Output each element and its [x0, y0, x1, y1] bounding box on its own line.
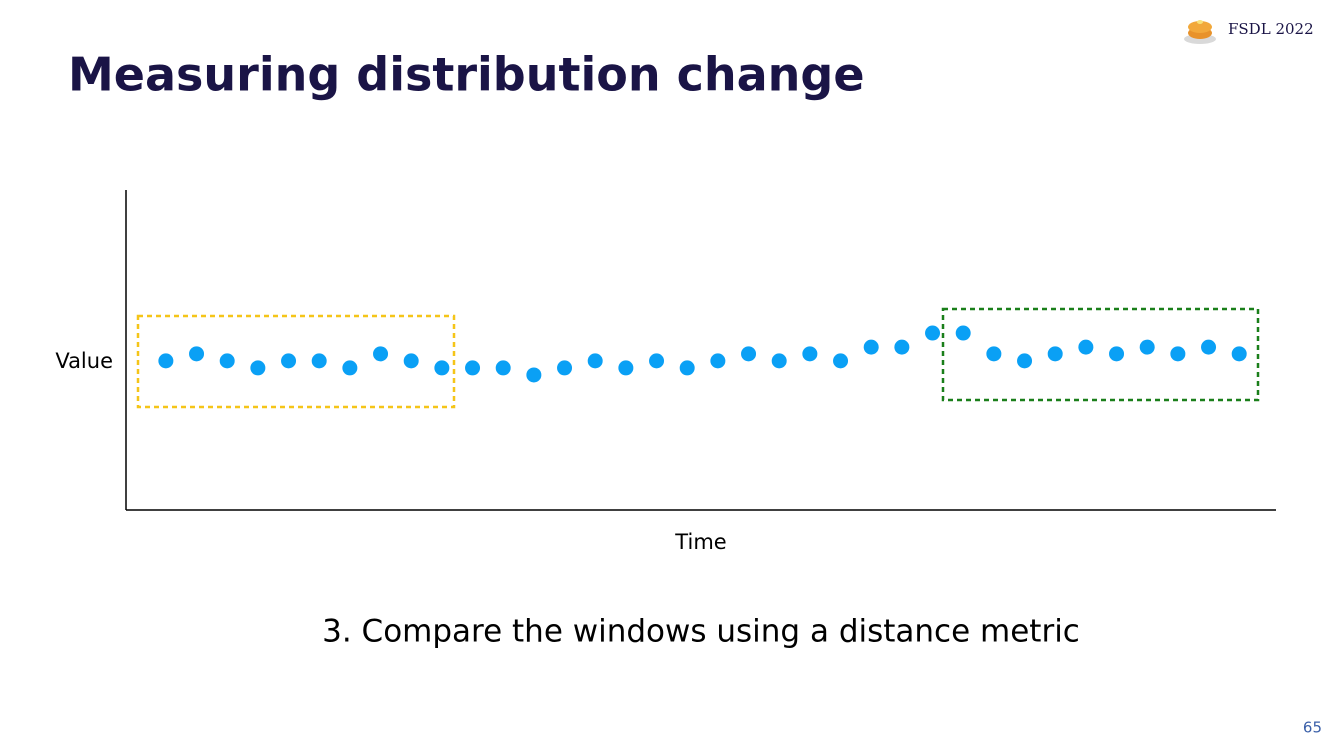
point	[1139, 339, 1155, 355]
point	[741, 346, 757, 362]
point	[1047, 346, 1063, 362]
point	[189, 346, 205, 362]
point	[618, 360, 634, 376]
point	[679, 360, 695, 376]
point	[925, 325, 941, 341]
point	[894, 339, 910, 355]
point	[250, 360, 266, 376]
reference-window	[136, 314, 456, 409]
point	[403, 353, 419, 369]
point	[158, 353, 174, 369]
point	[526, 367, 542, 383]
point	[311, 353, 327, 369]
point	[1170, 346, 1186, 362]
badge: FSDL 2022	[1228, 20, 1314, 38]
point	[465, 360, 481, 376]
point	[587, 353, 603, 369]
point	[219, 353, 235, 369]
y-axis-label: Value	[55, 349, 113, 373]
point	[342, 360, 358, 376]
point	[986, 346, 1002, 362]
point	[1231, 346, 1247, 362]
point	[1017, 353, 1033, 369]
point	[1078, 339, 1094, 355]
point	[863, 339, 879, 355]
point	[1201, 339, 1217, 355]
point	[557, 360, 573, 376]
x-axis-label: Time	[674, 530, 726, 554]
point	[802, 346, 818, 362]
point	[1109, 346, 1125, 362]
point	[281, 353, 297, 369]
page-number: 65	[1303, 719, 1322, 737]
current-window	[941, 307, 1260, 402]
point	[771, 353, 787, 369]
point	[373, 346, 389, 362]
slide-title: Measuring distribution change	[68, 48, 865, 102]
point	[710, 353, 726, 369]
point	[833, 353, 849, 369]
point	[495, 360, 511, 376]
point	[434, 360, 450, 376]
logo-icon	[1184, 20, 1216, 44]
point	[649, 353, 665, 369]
point	[955, 325, 971, 341]
caption: 3. Compare the windows using a distance …	[322, 614, 1080, 650]
